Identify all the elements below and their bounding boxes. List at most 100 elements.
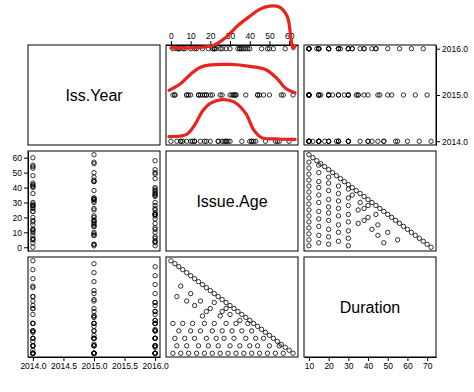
point — [336, 214, 340, 218]
point — [232, 336, 236, 340]
point — [307, 47, 311, 51]
diagonal-panel: Issue.Age — [166, 151, 298, 251]
point — [326, 218, 330, 222]
point — [336, 47, 340, 51]
point — [425, 93, 429, 97]
point — [401, 224, 405, 228]
point — [31, 223, 35, 227]
point — [429, 245, 433, 249]
point — [317, 185, 321, 189]
point — [236, 309, 240, 313]
tick-mark — [24, 217, 28, 218]
point — [92, 299, 96, 303]
point — [376, 223, 380, 227]
tick-label: 0 — [169, 31, 174, 41]
point — [342, 179, 346, 183]
point — [267, 333, 271, 337]
tick: 2016.0 — [436, 44, 468, 54]
point — [181, 321, 185, 325]
point — [395, 238, 399, 242]
tick-label: 60 — [403, 361, 413, 371]
point — [184, 299, 188, 303]
point — [31, 267, 35, 271]
point — [366, 139, 370, 143]
panel-frame — [304, 151, 436, 251]
point — [336, 230, 340, 234]
point — [198, 329, 202, 333]
annotation-curve — [169, 64, 295, 92]
point — [248, 344, 252, 348]
tick: 50 — [13, 168, 28, 178]
tick-label: 40 — [364, 361, 374, 371]
point — [153, 351, 157, 355]
point — [317, 209, 321, 213]
point — [386, 230, 390, 234]
point — [326, 242, 330, 246]
point — [184, 93, 188, 97]
point — [31, 336, 35, 340]
point — [307, 178, 311, 182]
point — [273, 351, 277, 355]
point — [307, 153, 311, 157]
point — [386, 47, 390, 51]
point — [326, 139, 330, 143]
tick-label: 2014.5 — [51, 361, 77, 371]
point — [317, 233, 321, 237]
diagonal-panel: Duration10203040506070 — [304, 257, 437, 371]
point — [336, 184, 340, 188]
point — [317, 139, 321, 143]
point — [190, 321, 194, 325]
point — [216, 344, 220, 348]
point — [171, 93, 175, 97]
point — [92, 321, 96, 325]
point — [386, 212, 390, 216]
point — [31, 294, 35, 298]
point — [322, 164, 326, 168]
point — [188, 291, 192, 295]
point — [92, 314, 96, 318]
point — [31, 229, 35, 233]
point — [31, 321, 35, 325]
tick: 10 — [305, 357, 315, 371]
point — [153, 318, 157, 322]
scatter-panel — [166, 257, 298, 357]
point — [228, 344, 232, 348]
point — [31, 306, 35, 310]
tick: 2016.0 — [143, 357, 169, 371]
point — [326, 139, 330, 143]
tick-label: 50 — [383, 361, 393, 371]
point — [92, 351, 96, 355]
point — [153, 291, 157, 295]
tick-mark — [436, 95, 440, 96]
point — [153, 273, 157, 277]
point — [240, 312, 244, 316]
point — [31, 294, 35, 298]
point — [31, 336, 35, 340]
point — [208, 288, 212, 292]
points — [169, 47, 296, 144]
point — [393, 218, 397, 222]
point — [232, 306, 236, 310]
point — [346, 212, 350, 216]
point — [198, 139, 202, 143]
point — [244, 93, 248, 97]
point — [228, 312, 232, 316]
point — [92, 179, 96, 183]
scatter-panel: 2014.02015.02016.0 — [304, 44, 468, 147]
point — [326, 47, 330, 51]
point — [92, 336, 96, 340]
point — [307, 196, 311, 200]
point — [378, 206, 382, 210]
point — [171, 351, 175, 355]
point — [169, 139, 173, 143]
panel-frame — [166, 257, 298, 357]
point — [429, 139, 433, 143]
tick: 0 — [169, 31, 174, 45]
point — [366, 139, 370, 143]
point — [153, 212, 157, 216]
point — [259, 47, 263, 51]
point — [173, 336, 177, 340]
point — [382, 209, 386, 213]
point — [366, 197, 370, 201]
point — [153, 206, 157, 210]
